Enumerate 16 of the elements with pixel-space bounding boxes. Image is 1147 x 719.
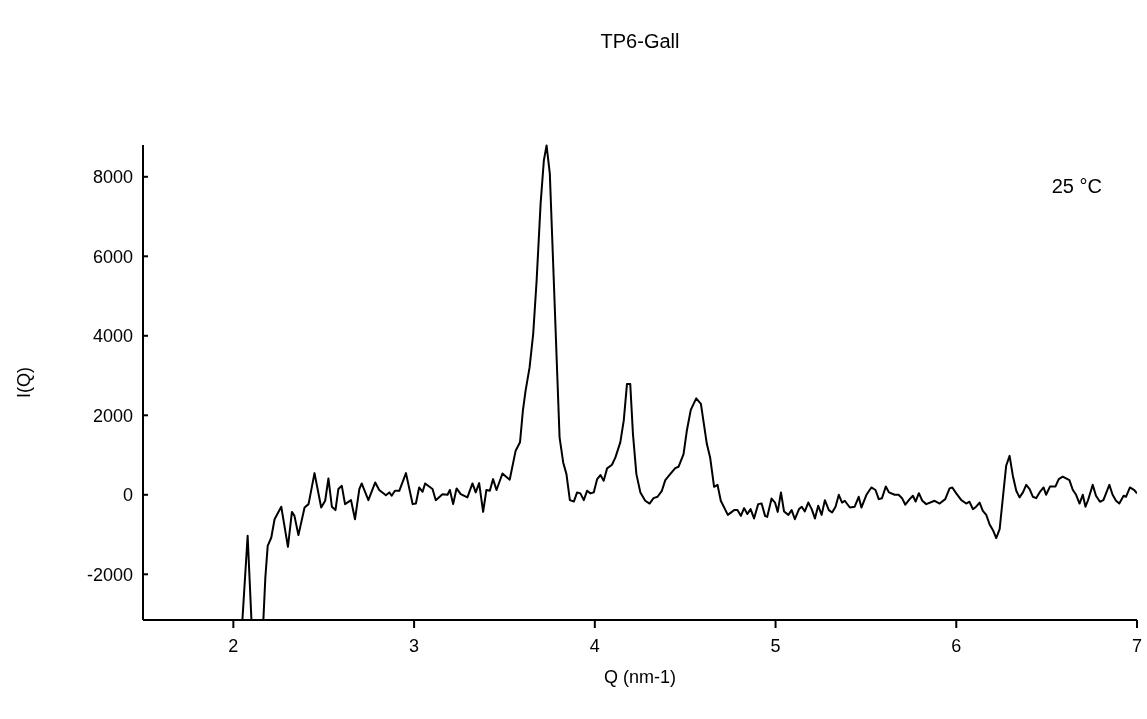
chart-title: TP6-Gall: [600, 30, 680, 52]
annotation: 25 °C: [1051, 175, 1102, 197]
x-axis-title: Q (nm-1): [604, 667, 676, 687]
y-tick-label: 4000: [92, 326, 133, 347]
x-tick-label: 6: [951, 636, 962, 656]
y-tick-label: 8000: [92, 167, 133, 188]
y-tick-label: 2000: [92, 405, 133, 426]
y-tick-label: 6000: [92, 246, 133, 267]
x-tick-label: 2: [228, 636, 239, 656]
x-tick-label: 5: [770, 636, 781, 656]
y-tick-label: -2000: [86, 564, 133, 585]
y-tick-label: 0: [122, 485, 133, 506]
x-tick-label: 4: [589, 636, 600, 656]
x-tick-label: 7: [1131, 636, 1143, 656]
x-tick-label: 3: [409, 636, 420, 656]
y-axis-title: I(Q): [14, 367, 34, 398]
